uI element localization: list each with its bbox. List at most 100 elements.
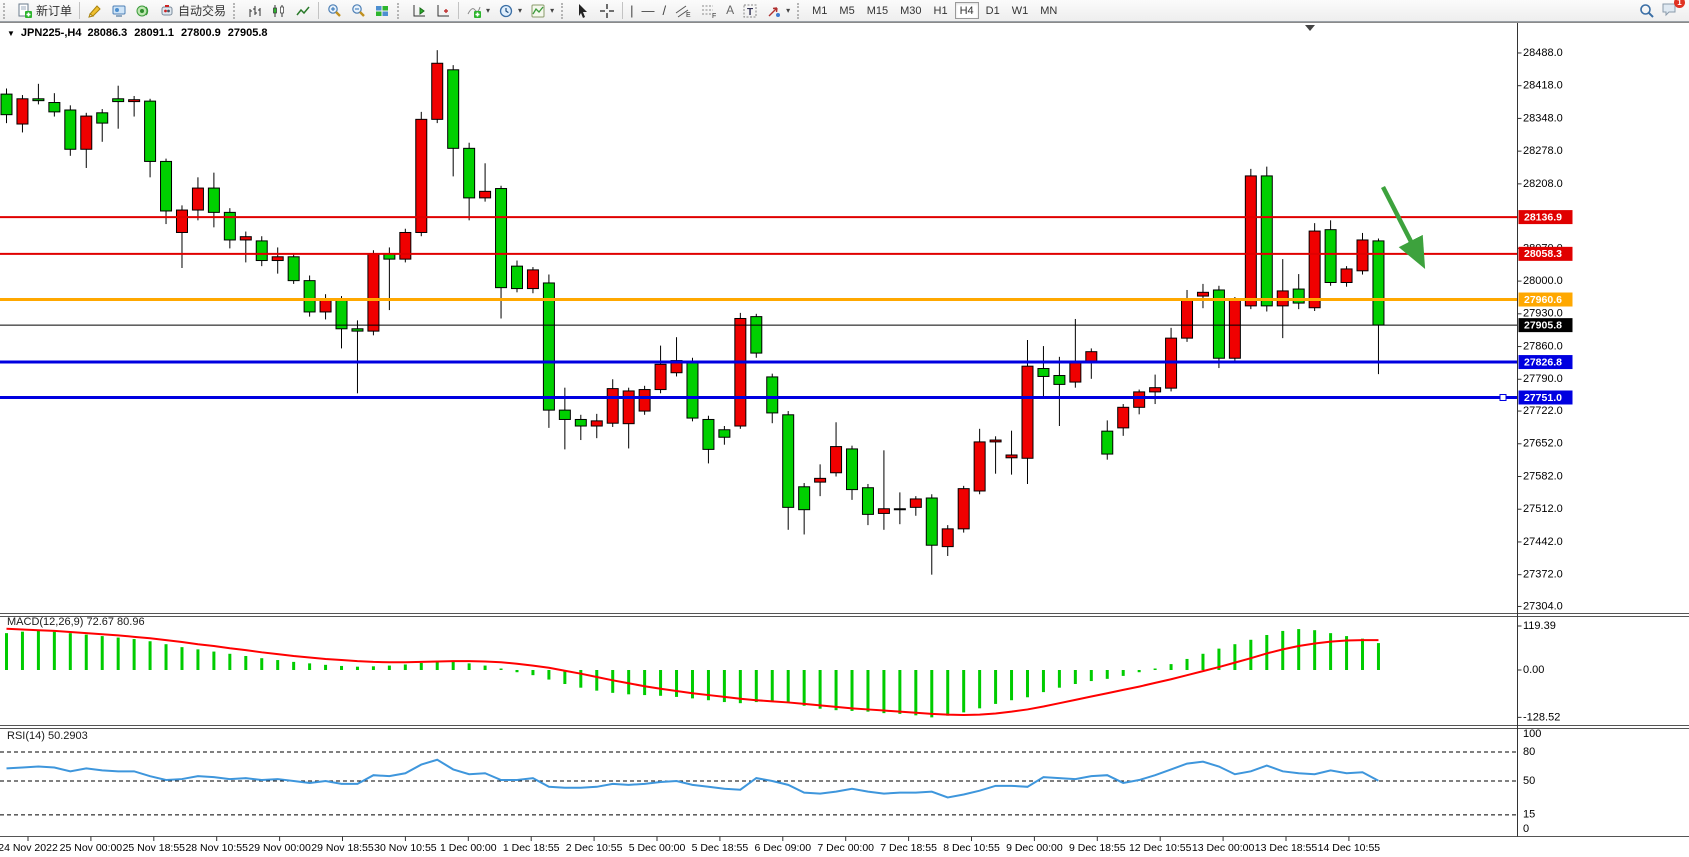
quote-high: 28091.1 — [134, 27, 174, 39]
text-button[interactable]: A — [722, 0, 738, 21]
quote-close: 27905.8 — [227, 27, 268, 39]
sounds-button[interactable] — [131, 0, 155, 21]
svg-text:28136.9: 28136.9 — [1524, 211, 1562, 223]
quote-open: 28086.3 — [87, 27, 128, 39]
timeframe-toolbar: M1 M5 M15 M30 H1 H4 D1 W1 MN — [807, 2, 1062, 19]
tf-button-MN[interactable]: MN — [1035, 2, 1062, 19]
fibonacci-button[interactable]: F — [696, 0, 722, 21]
bar-chart-icon — [249, 5, 261, 17]
paint-button[interactable] — [83, 0, 107, 21]
svg-text:1 Dec 18:55: 1 Dec 18:55 — [503, 842, 560, 854]
toolbar-grip[interactable] — [797, 2, 804, 19]
chart-shift-button[interactable] — [407, 0, 431, 21]
tf-button-M1[interactable]: M1 — [807, 2, 832, 19]
autotrade-label: 自动交易 — [178, 4, 227, 18]
tile-windows-button[interactable] — [370, 0, 394, 21]
trendline-icon: / — [662, 3, 667, 18]
svg-text:27751.0: 27751.0 — [1524, 392, 1562, 404]
svg-text:29 Nov 00:00: 29 Nov 00:00 — [248, 842, 311, 854]
dropdown-caret: ▾ — [518, 6, 523, 15]
autotrading-icon — [161, 4, 173, 15]
equidistant-channel-button[interactable]: E — [670, 0, 696, 21]
svg-text:27860.0: 27860.0 — [1523, 340, 1563, 352]
line-chart-button[interactable] — [291, 0, 315, 21]
quote-bar: ▼ JPN225-,H4 28086.3 28091.1 27800.9 279… — [7, 27, 268, 39]
tf-button-H4[interactable]: H4 — [954, 2, 979, 19]
templates-icon — [531, 4, 545, 17]
text-icon: A — [726, 3, 735, 17]
tf-button-M30[interactable]: M30 — [895, 2, 926, 19]
toolbar-grip[interactable] — [3, 2, 10, 19]
bar-chart-button[interactable] — [243, 0, 267, 21]
svg-text:8 Dec 10:55: 8 Dec 10:55 — [943, 842, 1000, 854]
toolbar-grip[interactable] — [561, 2, 568, 19]
arrow-shapes-button[interactable]: ▾ — [762, 0, 794, 21]
periods-button[interactable]: ▾ — [494, 0, 526, 21]
tf-button-W1[interactable]: W1 — [1007, 2, 1034, 19]
svg-text:27826.8: 27826.8 — [1524, 356, 1562, 368]
vertical-line-button[interactable]: | — [626, 0, 637, 21]
tf-button-H1[interactable]: H1 — [929, 2, 953, 19]
hline-handle[interactable] — [1499, 393, 1507, 401]
new-order-label: 新订单 — [36, 4, 73, 18]
tf-button-M15[interactable]: M15 — [862, 2, 893, 19]
autotrade-button[interactable]: 自动交易 — [155, 0, 230, 21]
svg-text:5 Dec 00:00: 5 Dec 00:00 — [629, 842, 686, 854]
svg-text:9 Dec 18:55: 9 Dec 18:55 — [1069, 842, 1126, 854]
indicators-button[interactable]: ▾ — [462, 0, 494, 21]
auto-scroll-button[interactable] — [431, 0, 455, 21]
candlestick-chart-button[interactable] — [267, 0, 291, 21]
toolbar-grip[interactable] — [397, 2, 404, 19]
tile-windows-icon — [376, 5, 389, 16]
text-label-button[interactable]: T — [738, 0, 762, 21]
rsi-label: RSI(14) 50.2903 — [7, 730, 88, 742]
svg-text:119.39: 119.39 — [1523, 620, 1556, 632]
svg-text:27372.0: 27372.0 — [1523, 569, 1563, 581]
search-icon[interactable] — [1639, 3, 1655, 19]
svg-text:28488.0: 28488.0 — [1523, 47, 1563, 59]
new-order-button[interactable]: 新订单 — [13, 0, 76, 21]
paint-icon — [88, 4, 101, 18]
chart-shift-marker[interactable] — [1305, 25, 1315, 31]
tf-button-D1[interactable]: D1 — [981, 2, 1005, 19]
svg-text:80: 80 — [1523, 746, 1535, 758]
dropdown-caret: ▾ — [486, 6, 491, 15]
macd-label: MACD(12,26,9) 72.67 80.96 — [7, 616, 145, 628]
svg-text:27582.0: 27582.0 — [1523, 470, 1563, 482]
trendline-button[interactable]: / — [658, 0, 670, 21]
notifications-button[interactable]: 1 — [1661, 0, 1685, 20]
cursor-icon — [579, 3, 588, 18]
vertical-line-icon: | — [630, 3, 634, 18]
templates-button[interactable]: ▾ — [526, 0, 558, 21]
svg-text:24 Nov 2022: 24 Nov 2022 — [0, 842, 58, 854]
symbol-label: JPN225-,H4 — [20, 27, 82, 39]
zoom-in-icon — [328, 3, 341, 17]
svg-text:27722.0: 27722.0 — [1523, 405, 1563, 417]
new-order-icon — [18, 3, 32, 18]
horizontal-line-button[interactable]: — — [637, 0, 658, 21]
zoom-in-button[interactable] — [322, 0, 346, 21]
cursor-button[interactable] — [571, 0, 595, 21]
toolbar-grip[interactable] — [233, 2, 240, 19]
zoom-out-button[interactable] — [346, 0, 370, 21]
svg-text:27905.8: 27905.8 — [1524, 319, 1562, 331]
svg-text:1 Dec 00:00: 1 Dec 00:00 — [440, 842, 497, 854]
publisher-icon — [112, 5, 126, 17]
symbol-dropdown-icon[interactable]: ▼ — [7, 28, 15, 38]
crosshair-button[interactable] — [595, 0, 619, 21]
svg-text:6 Dec 09:00: 6 Dec 09:00 — [754, 842, 811, 854]
svg-text:14 Dec 10:55: 14 Dec 10:55 — [1318, 842, 1381, 854]
svg-text:28418.0: 28418.0 — [1523, 80, 1563, 92]
tf-button-M5[interactable]: M5 — [834, 2, 859, 19]
drawn-arrow-object[interactable] — [1380, 185, 1426, 270]
svg-text:25 Nov 18:55: 25 Nov 18:55 — [123, 842, 186, 854]
fibonacci-icon: F — [702, 5, 716, 19]
candlestick-chart[interactable]: 28488.028418.028348.028278.028208.028070… — [0, 23, 1689, 857]
svg-text:50: 50 — [1523, 775, 1535, 787]
candlestick-chart-icon — [273, 4, 284, 17]
svg-text:27652.0: 27652.0 — [1523, 438, 1563, 450]
publisher-button[interactable] — [107, 0, 131, 21]
indicators-icon — [467, 6, 482, 18]
svg-text:29 Nov 18:55: 29 Nov 18:55 — [311, 842, 374, 854]
svg-text:30 Nov 10:55: 30 Nov 10:55 — [374, 842, 437, 854]
